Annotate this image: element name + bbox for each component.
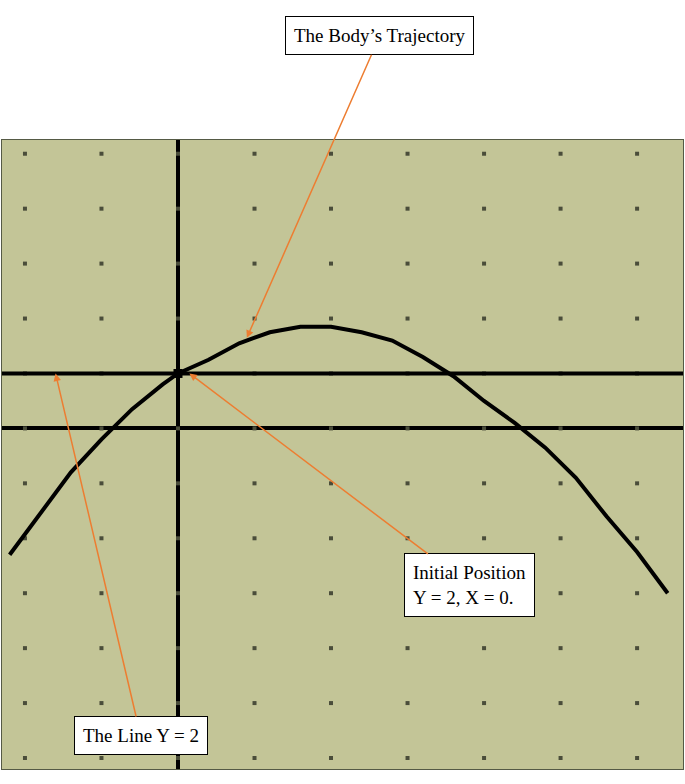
svg-text:Initial PositionY = 2, X = 0.: Initial PositionY = 2, X = 0. [413, 562, 526, 608]
svg-text:The Body’s Trajectory: The Body’s Trajectory [294, 25, 465, 46]
svg-text:The Line Y = 2: The Line Y = 2 [83, 725, 199, 746]
